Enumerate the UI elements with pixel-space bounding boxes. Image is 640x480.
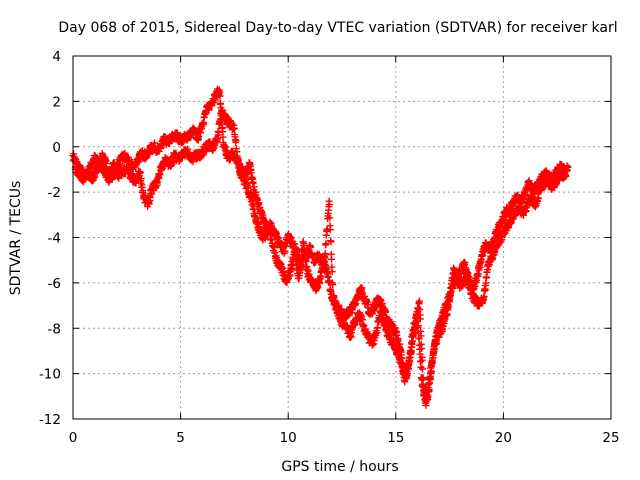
data-point [431, 340, 439, 348]
data-point [321, 250, 329, 258]
data-point [415, 297, 423, 305]
y-tick-label: 0 [52, 140, 61, 156]
grid [73, 56, 611, 419]
data-point [166, 139, 174, 147]
data-point [534, 194, 542, 202]
data-point [331, 299, 339, 307]
data-point [307, 243, 315, 251]
y-tick-label: 4 [52, 49, 61, 65]
data-point [419, 375, 427, 383]
data-point [419, 365, 427, 373]
data-point [391, 324, 399, 332]
x-tick-label: 0 [69, 430, 78, 446]
data-point [326, 214, 334, 222]
data-point [425, 386, 433, 394]
data-point [326, 226, 334, 234]
x-tick-label: 15 [387, 430, 404, 446]
x-tick-label: 10 [280, 430, 297, 446]
data-point [417, 332, 425, 340]
data-point [418, 345, 426, 353]
data-point [215, 128, 223, 136]
data-point [325, 200, 333, 208]
y-tick-label: -10 [39, 367, 61, 383]
series-markers [69, 85, 572, 409]
x-axis-label: GPS time / hours [281, 459, 398, 475]
chart-title: Day 068 of 2015, Sidereal Day-to-day VTE… [58, 20, 617, 36]
data-point [329, 281, 337, 289]
x-tick-label: 5 [176, 430, 185, 446]
data-point [117, 160, 125, 168]
data-point [250, 203, 258, 211]
y-tick-label: -4 [48, 231, 61, 247]
data-point [216, 92, 224, 100]
data-point [328, 255, 336, 263]
data-point [322, 240, 330, 248]
data-point [234, 157, 242, 165]
y-tick-label: -2 [48, 185, 61, 201]
data-point [444, 301, 452, 309]
y-tick-label: -6 [48, 276, 61, 292]
data-point [564, 163, 572, 171]
data-point [418, 356, 426, 364]
data-point [136, 169, 144, 177]
axis-ticks: 0 5 10 15 20 25 -12 -10 -8 -6 -4 -2 0 2 4 [39, 49, 620, 446]
data-point [416, 315, 424, 323]
x-tick-label: 25 [602, 430, 619, 446]
data-point [230, 125, 238, 133]
y-tick-label: -8 [48, 321, 61, 337]
x-tick-label: 20 [495, 430, 512, 446]
data-point [250, 183, 258, 191]
y-axis-label: SDTVAR / TECUs [8, 181, 24, 296]
data-point [255, 199, 263, 207]
data-point [314, 283, 322, 291]
data-point [417, 363, 425, 371]
data-point [195, 133, 203, 141]
data-point [502, 212, 510, 220]
data-point [562, 172, 570, 180]
data-point [232, 136, 240, 144]
data-point [383, 323, 391, 331]
data-point [471, 282, 479, 290]
data-point [464, 276, 472, 284]
y-tick-label: 2 [52, 94, 61, 110]
data-point [327, 238, 335, 246]
data-point [137, 175, 145, 183]
data-point [427, 367, 435, 375]
data-point [249, 178, 257, 186]
y-tick-label: -12 [39, 412, 61, 428]
data-point [328, 268, 336, 276]
